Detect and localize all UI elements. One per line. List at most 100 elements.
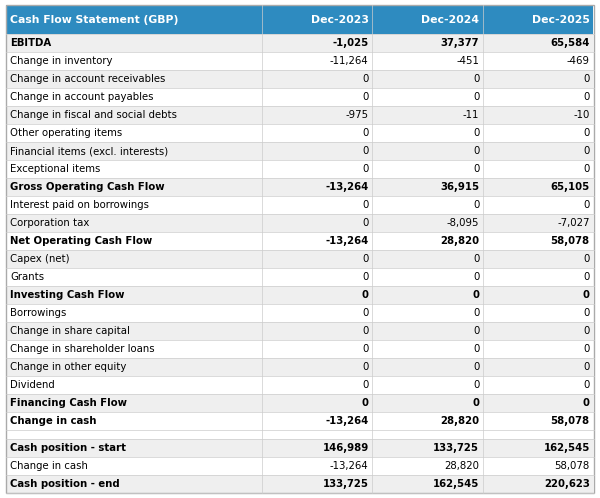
Bar (6, 394, 262, 412)
Bar (262, 268, 373, 286)
Text: Cash position - end: Cash position - end (10, 479, 120, 489)
Text: -975: -975 (346, 110, 369, 121)
Text: 0: 0 (362, 380, 369, 390)
Text: Financial items (excl. interests): Financial items (excl. interests) (10, 146, 169, 156)
Text: 0: 0 (583, 164, 590, 174)
Bar (262, 196, 373, 214)
Text: Change in share capital: Change in share capital (10, 326, 130, 336)
Bar (483, 250, 593, 268)
Text: 162,545: 162,545 (544, 443, 590, 453)
Bar (373, 232, 483, 250)
Text: 0: 0 (473, 308, 479, 318)
Bar (262, 304, 373, 322)
Bar (483, 214, 593, 232)
Text: -11,264: -11,264 (330, 56, 369, 66)
Bar (262, 322, 373, 340)
Bar (6, 340, 262, 358)
Text: 0: 0 (473, 344, 479, 354)
Bar (262, 430, 373, 439)
Bar (373, 412, 483, 430)
Text: 133,725: 133,725 (323, 479, 369, 489)
Text: 0: 0 (362, 146, 369, 156)
Text: 0: 0 (362, 92, 369, 102)
Bar (483, 88, 593, 106)
Bar (483, 358, 593, 376)
Text: 0: 0 (362, 362, 369, 372)
Text: 0: 0 (362, 290, 369, 300)
Text: 0: 0 (583, 254, 590, 264)
Text: 0: 0 (473, 200, 479, 210)
Bar (262, 250, 373, 268)
Text: Borrowings: Borrowings (10, 308, 67, 318)
Text: 0: 0 (583, 272, 590, 282)
Text: 0: 0 (473, 164, 479, 174)
Text: 0: 0 (362, 308, 369, 318)
Text: -13,264: -13,264 (330, 461, 369, 471)
Text: 0: 0 (583, 308, 590, 318)
Text: 0: 0 (362, 398, 369, 408)
Text: Gross Operating Cash Flow: Gross Operating Cash Flow (10, 182, 165, 192)
Bar (373, 214, 483, 232)
Bar (6, 52, 262, 70)
Text: -13,264: -13,264 (325, 416, 369, 426)
Text: 0: 0 (583, 362, 590, 372)
Bar (373, 439, 483, 457)
Text: 28,820: 28,820 (440, 416, 479, 426)
Text: 0: 0 (583, 290, 590, 300)
Text: 0: 0 (583, 92, 590, 102)
Bar (6, 34, 262, 52)
Bar (373, 322, 483, 340)
Text: -7,027: -7,027 (557, 218, 590, 228)
Bar (262, 376, 373, 394)
Text: Cash Flow Statement (GBP): Cash Flow Statement (GBP) (10, 14, 179, 25)
Bar (483, 322, 593, 340)
Bar (262, 232, 373, 250)
Text: Interest paid on borrowings: Interest paid on borrowings (10, 200, 149, 210)
Text: 0: 0 (583, 128, 590, 138)
Bar (483, 232, 593, 250)
Bar (6, 412, 262, 430)
Bar (483, 142, 593, 160)
Text: Change in fiscal and social debts: Change in fiscal and social debts (10, 110, 177, 121)
Bar (373, 88, 483, 106)
Bar (262, 5, 373, 34)
Bar (373, 304, 483, 322)
Bar (262, 412, 373, 430)
Bar (483, 430, 593, 439)
Bar (262, 394, 373, 412)
Bar (483, 70, 593, 88)
Text: 0: 0 (473, 326, 479, 336)
Text: Dec-2023: Dec-2023 (311, 14, 369, 25)
Text: 65,584: 65,584 (550, 38, 590, 48)
Bar (483, 268, 593, 286)
Text: 0: 0 (583, 74, 590, 84)
Bar (6, 70, 262, 88)
Text: -469: -469 (567, 56, 590, 66)
Text: 0: 0 (473, 128, 479, 138)
Bar (483, 106, 593, 124)
Text: 0: 0 (473, 272, 479, 282)
Text: Change in inventory: Change in inventory (10, 56, 113, 66)
Bar (373, 376, 483, 394)
Text: -1,025: -1,025 (332, 38, 369, 48)
Text: 162,545: 162,545 (433, 479, 479, 489)
Text: Dec-2025: Dec-2025 (532, 14, 590, 25)
Bar (6, 286, 262, 304)
Bar (373, 475, 483, 493)
Bar (262, 457, 373, 475)
Text: 0: 0 (473, 92, 479, 102)
Bar (483, 34, 593, 52)
Bar (373, 358, 483, 376)
Text: 0: 0 (583, 380, 590, 390)
Text: Capex (net): Capex (net) (10, 254, 70, 264)
Text: 58,078: 58,078 (551, 236, 590, 246)
Text: 37,377: 37,377 (441, 38, 479, 48)
Bar (6, 304, 262, 322)
Text: 28,820: 28,820 (440, 236, 479, 246)
Text: 0: 0 (362, 74, 369, 84)
Text: Change in cash: Change in cash (10, 461, 88, 471)
Text: 0: 0 (362, 272, 369, 282)
Bar (483, 340, 593, 358)
Bar (483, 412, 593, 430)
Text: 0: 0 (472, 398, 479, 408)
